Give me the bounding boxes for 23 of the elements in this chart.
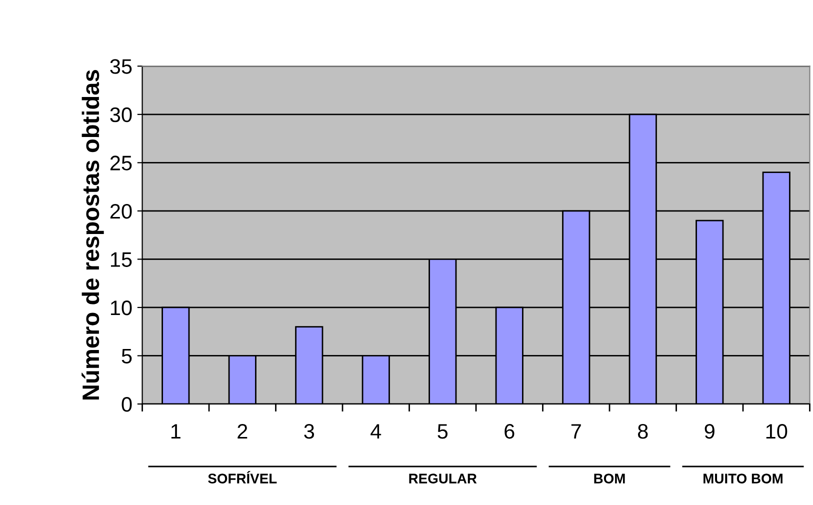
text: SOFRÍVEL bbox=[208, 471, 277, 484]
y-tick-label: 35 bbox=[110, 59, 132, 74]
y-tick-label: 30 bbox=[110, 107, 132, 122]
y-axis-title: Número de respostas obtidas bbox=[82, 70, 104, 400]
x-tick-label: 1 bbox=[171, 424, 180, 439]
x-tick-label: 2 bbox=[238, 424, 248, 439]
text: REGULAR bbox=[409, 474, 477, 484]
y-tick-label: 10 bbox=[110, 300, 132, 316]
x-tick-label: 4 bbox=[370, 424, 382, 439]
x-tick-label: 6 bbox=[504, 424, 514, 439]
y-tick-label: 20 bbox=[110, 204, 132, 219]
x-tick-label: 10 bbox=[766, 424, 788, 439]
x-tick-label: 7 bbox=[571, 424, 581, 439]
x-tick-label: 9 bbox=[704, 424, 714, 439]
x-tick-label: 5 bbox=[438, 424, 448, 439]
text: BOM bbox=[594, 474, 625, 484]
y-tick-label: 15 bbox=[110, 252, 132, 267]
y-tick-label: 5 bbox=[122, 348, 132, 364]
y-tick-label: 25 bbox=[110, 156, 132, 170]
text: MUITO BOM bbox=[704, 474, 782, 484]
x-tick-label: 8 bbox=[638, 424, 648, 439]
x-tick-label: 3 bbox=[304, 424, 314, 439]
y-tick-label: 0 bbox=[122, 397, 132, 412]
